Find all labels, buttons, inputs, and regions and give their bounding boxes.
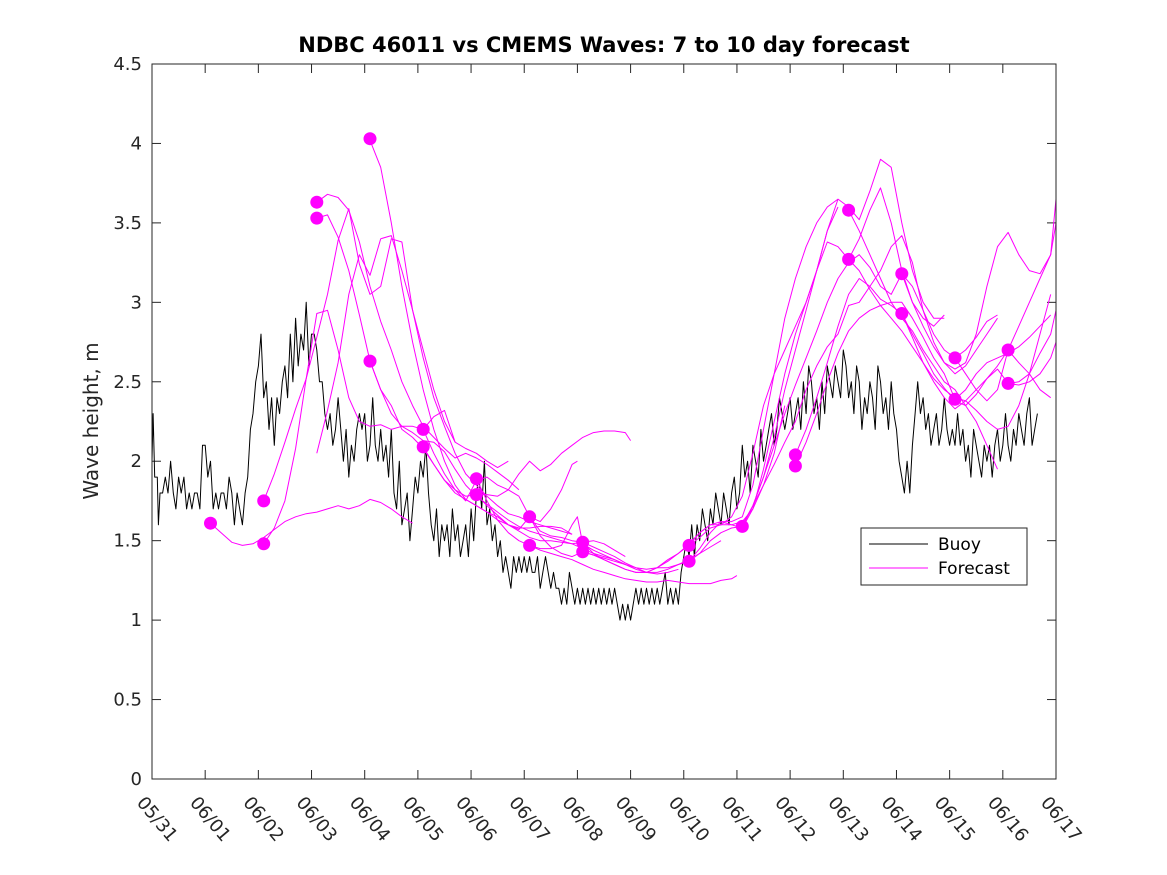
y-tick-label: 2.5 [113, 372, 142, 393]
forecast-start-marker [363, 132, 377, 146]
forecast-start-marker [204, 516, 217, 530]
forecast-start-marker [257, 537, 271, 551]
y-tick-label: 1.5 [113, 531, 142, 552]
legend-label-forecast: Forecast [938, 559, 1010, 579]
forecast-start-marker [895, 307, 909, 320]
forecast-start-marker [310, 195, 324, 209]
forecast-start-marker [948, 392, 962, 406]
forecast-start-marker [416, 422, 430, 436]
y-axis-label: Wave height, m [79, 342, 103, 499]
forecast-series-line [582, 206, 839, 573]
forecast-series-line [901, 199, 1056, 370]
forecast-start-markers [204, 132, 1015, 568]
plot-area-frame [151, 63, 1057, 780]
forecast-series-line [316, 193, 520, 491]
forecast-start-marker [257, 494, 271, 508]
y-tick-label: 4.5 [113, 54, 142, 75]
forecast-start-marker [469, 488, 483, 502]
forecast-start-marker [682, 554, 696, 568]
y-tick-label: 0.5 [113, 690, 142, 711]
y-tick-label: 3.5 [113, 213, 142, 234]
forecast-start-marker [576, 545, 590, 559]
legend: Buoy Forecast [860, 527, 1028, 586]
forecast-start-marker [416, 440, 430, 454]
forecast-series-line [529, 544, 738, 585]
forecast-series-line [210, 498, 413, 546]
forecast-start-marker [523, 510, 537, 524]
forecast-start-marker [1001, 376, 1015, 390]
forecast-series-line [263, 208, 456, 502]
forecast-series-line [582, 198, 839, 570]
forecast-start-marker [576, 535, 590, 549]
forecast-series-line [901, 310, 1056, 407]
legend-label-buoy: Buoy [938, 535, 981, 555]
forecast-start-marker [948, 351, 962, 365]
forecast-series-line [688, 158, 945, 546]
y-tick-label: 4 [131, 133, 142, 154]
forecast-start-marker [1001, 343, 1015, 357]
forecast-start-marker [363, 354, 377, 368]
y-tick-label: 0 [131, 769, 142, 790]
y-tick-label: 1 [131, 610, 142, 631]
forecast-start-marker [788, 448, 802, 462]
chart-title: NDBC 46011 vs CMEMS Waves: 7 to 10 day f… [298, 33, 909, 57]
forecast-start-marker [842, 203, 856, 217]
forecast-series-line [422, 430, 632, 497]
forecast-series-line [263, 309, 509, 545]
forecast-start-marker [310, 211, 324, 225]
legend-box [860, 527, 1028, 586]
forecast-series-line [848, 209, 998, 470]
series-lines [152, 140, 1056, 621]
forecast-start-marker [842, 252, 856, 266]
forecast-start-marker [895, 267, 909, 281]
forecast-start-marker [788, 459, 802, 473]
forecast-start-marker [682, 538, 696, 552]
forecast-start-marker [469, 472, 483, 486]
y-tick-label: 2 [131, 451, 142, 472]
forecast-start-marker [735, 519, 749, 533]
buoy-series-line [152, 301, 1038, 621]
y-tick-label: 3 [131, 292, 142, 313]
forecast-series-line [1008, 341, 1056, 386]
forecast-start-marker [523, 538, 537, 552]
